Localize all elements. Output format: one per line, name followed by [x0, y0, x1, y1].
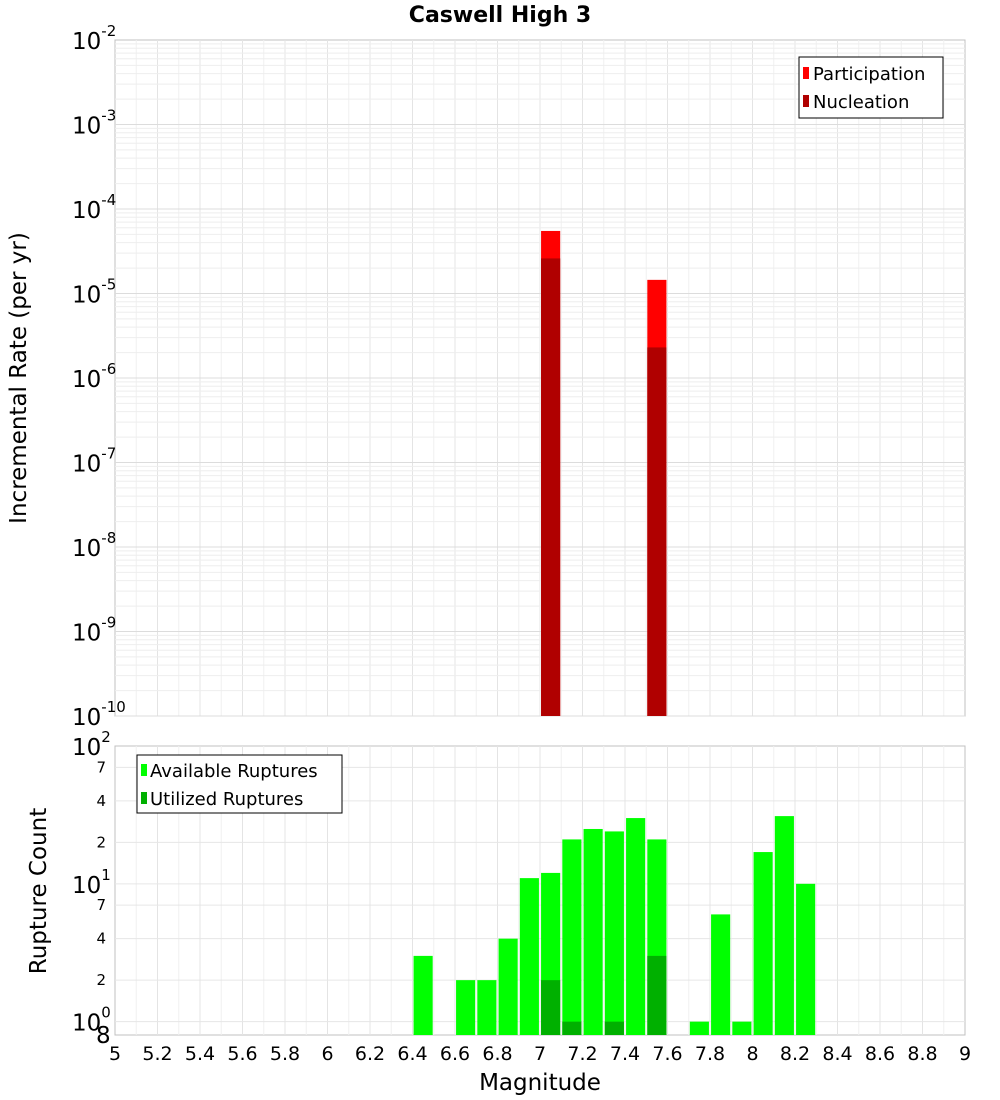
top-bars: [541, 230, 667, 717]
bottom-y-minor-label: 4: [96, 792, 106, 810]
bottom-y-minor-label: 7: [96, 758, 106, 776]
legend-label-utilized: Utilized Ruptures: [150, 789, 303, 810]
bar-utilized-ruptures: [647, 955, 667, 1035]
bar-available-ruptures: [732, 1021, 752, 1035]
top-y-tick-label: 10-2: [72, 22, 116, 55]
x-tick-label: 6.8: [482, 1043, 512, 1065]
bottom-y-tick-label: 101: [72, 866, 111, 899]
top-y-tick-label: 10-9: [72, 614, 116, 647]
legend-swatch-utilized: [141, 792, 147, 804]
x-tick-label: 7.4: [610, 1043, 640, 1065]
bar-utilized-ruptures: [604, 1021, 624, 1035]
bottom-y-minor-label: 7: [96, 896, 106, 914]
bottom-legend: Available Ruptures Utilized Ruptures: [136, 754, 343, 814]
legend-swatch-available: [141, 764, 147, 776]
legend-label-available: Available Ruptures: [150, 761, 318, 782]
legend-label-nucleation: Nucleation: [813, 92, 909, 113]
top-legend: Participation Nucleation: [798, 56, 944, 119]
x-tick-label: 7: [534, 1043, 546, 1065]
bar-nucleation: [541, 258, 561, 716]
bottom-y-floor-label: 8: [96, 1023, 111, 1049]
bar-available-ruptures: [796, 883, 816, 1035]
x-tick-label: 8.4: [822, 1043, 852, 1065]
bottom-y-minor-label: 2: [96, 971, 106, 989]
bottom-legend-box: [136, 754, 343, 814]
top-y-tick-label: 10-6: [72, 360, 116, 393]
bottom-y-axis-label: Rupture Count: [26, 808, 52, 974]
top-y-ticks: 10-2 10-3 10-4 10-5 10-6 10-7 10-8 10-9 10-10: [72, 22, 126, 731]
bar-available-ruptures: [604, 831, 624, 1035]
x-tick-label: 9: [959, 1043, 971, 1065]
bar-available-ruptures: [626, 818, 646, 1035]
bar-available-ruptures: [689, 1021, 709, 1035]
x-tick-label: 5.8: [270, 1043, 300, 1065]
x-axis-label: Magnitude: [479, 1070, 601, 1096]
bar-available-ruptures: [413, 955, 433, 1035]
bottom-y-tick-label: 102: [72, 728, 111, 761]
top-panel: 10-2 10-3 10-4 10-5 10-6 10-7 10-8 10-9 10-10 Ca…: [6, 3, 966, 731]
top-legend-box: [798, 56, 944, 119]
top-y-tick-label: 10-10: [72, 698, 126, 731]
top-y-tick-label: 10-8: [72, 529, 116, 562]
x-tick-label: 7.2: [567, 1043, 597, 1065]
bar-available-ruptures: [519, 878, 539, 1035]
top-y-tick-label: 10-7: [72, 445, 116, 478]
x-tick-label: 8.8: [907, 1043, 937, 1065]
legend-swatch-nucleation: [803, 95, 809, 107]
bottom-y-minor-label: 2: [96, 833, 106, 851]
x-tick-label: 7.8: [695, 1043, 725, 1065]
legend-label-participation: Participation: [813, 64, 925, 85]
x-tick-label: 8.6: [865, 1043, 895, 1065]
x-tick-label: 6.4: [397, 1043, 427, 1065]
bar-available-ruptures: [753, 852, 773, 1035]
bottom-y-tick-label: 100: [72, 1004, 111, 1037]
bottom-y-minor-label: 4: [96, 930, 106, 948]
x-tick-label: 6.6: [440, 1043, 470, 1065]
bar-available-ruptures: [456, 980, 476, 1035]
bar-utilized-ruptures: [562, 1021, 582, 1035]
bar-nucleation: [647, 347, 667, 716]
bar-utilized-ruptures: [541, 980, 561, 1035]
top-y-tick-label: 10-4: [72, 191, 116, 224]
bottom-bars: [413, 816, 816, 1035]
bar-available-ruptures: [774, 816, 794, 1035]
bottom-panel: 102 101 100 7 4 2 7 4 2 5 5.2 5.4 5.6 5.8 6 6.2 6.4 6.6 6…: [26, 728, 971, 1096]
bar-available-ruptures: [477, 980, 497, 1035]
bar-available-ruptures: [711, 914, 731, 1035]
top-y-axis-label: Incremental Rate (per yr): [6, 232, 32, 524]
chart-title: Caswell High 3: [409, 3, 591, 28]
x-tick-label: 8.2: [780, 1043, 810, 1065]
x-tick-label: 5.6: [227, 1043, 257, 1065]
top-y-tick-label: 10-5: [72, 276, 116, 309]
x-tick-label: 6: [321, 1043, 333, 1065]
x-tick-label: 8: [746, 1043, 758, 1065]
x-tick-label: 7.6: [652, 1043, 682, 1065]
legend-swatch-participation: [803, 67, 809, 79]
x-tick-label: 5.4: [185, 1043, 215, 1065]
bar-available-ruptures: [583, 828, 603, 1035]
x-tick-label: 6.2: [355, 1043, 385, 1065]
bar-available-ruptures: [498, 938, 518, 1035]
bottom-y-ticks: 102 101 100 7 4 2 7 4 2: [72, 728, 111, 1037]
x-tick-label: 5: [109, 1043, 121, 1065]
x-ticks: 5 5.2 5.4 5.6 5.8 6 6.2 6.4 6.6 6.8 7 7.2 7.4 7.6 7.8 8…: [109, 1043, 971, 1065]
top-y-tick-label: 10-3: [72, 107, 116, 140]
top-gridlines: [115, 40, 965, 717]
x-tick-label: 5.2: [142, 1043, 172, 1065]
bar-available-ruptures: [562, 839, 582, 1035]
